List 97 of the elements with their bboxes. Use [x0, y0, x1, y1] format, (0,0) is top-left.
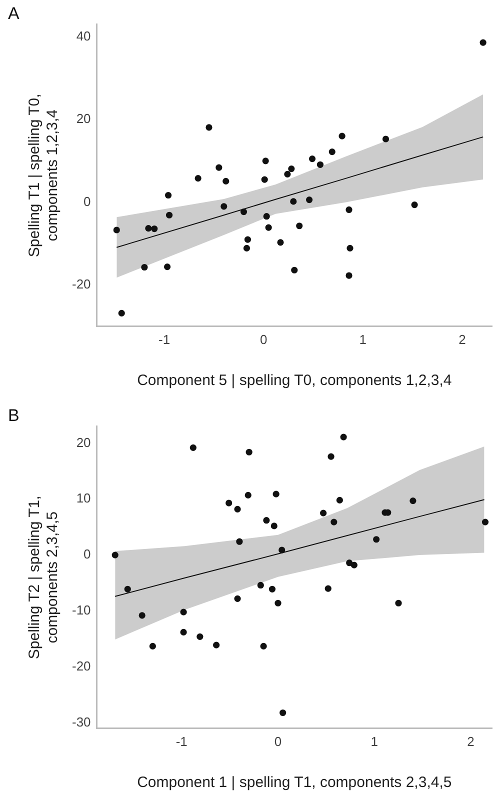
point — [268, 586, 276, 592]
point — [244, 236, 252, 243]
point — [270, 522, 278, 530]
point — [246, 448, 252, 456]
point — [263, 517, 270, 524]
point — [482, 518, 489, 526]
x-tick-label: -1 — [176, 734, 188, 749]
point — [316, 161, 324, 168]
y-tick-label: 20 — [76, 111, 91, 126]
point — [243, 244, 250, 252]
y-axis-title: Spelling T2 | spelling T1, components 2,3,4,5 — [26, 496, 62, 660]
point — [118, 310, 125, 316]
point — [340, 434, 347, 440]
y-axis-title: Spelling T1 | spelling T0, components 1,2,3,4 — [26, 94, 62, 258]
point — [261, 176, 268, 183]
point — [145, 225, 152, 232]
point — [234, 506, 241, 512]
point — [222, 178, 230, 184]
x-tick-label: 2 — [458, 332, 466, 347]
point — [336, 496, 343, 504]
point — [346, 272, 352, 279]
point — [216, 164, 222, 171]
y-tick-label: -20 — [72, 276, 91, 292]
point — [240, 208, 248, 216]
point — [411, 201, 418, 208]
point — [244, 492, 252, 498]
point — [113, 226, 120, 234]
point — [180, 608, 187, 616]
point — [141, 264, 148, 271]
y-tick-label: -10 — [72, 602, 91, 618]
x-axis-title: Component 1 | spelling T1, components 2,3,4,5 — [137, 774, 452, 792]
point — [291, 266, 298, 274]
point — [149, 642, 156, 650]
chart-title: B — [8, 406, 20, 425]
point — [328, 453, 334, 460]
point — [410, 497, 416, 504]
point — [112, 552, 118, 558]
point — [350, 562, 358, 568]
point — [288, 165, 295, 172]
point — [151, 225, 158, 232]
y-tick-label: 0 — [84, 546, 91, 562]
x-tick-label: 0 — [260, 332, 268, 347]
point — [164, 192, 172, 199]
chart-title: A — [8, 4, 20, 23]
point — [234, 595, 241, 602]
y-tick-label: 20 — [76, 434, 91, 450]
point — [196, 633, 204, 640]
point — [296, 222, 303, 230]
point — [308, 156, 316, 162]
point — [480, 39, 486, 46]
point — [382, 136, 390, 142]
y-tick-label: 0 — [84, 194, 91, 209]
point — [138, 612, 146, 619]
point — [236, 538, 243, 545]
point — [306, 196, 313, 204]
point — [213, 642, 220, 648]
point — [257, 582, 264, 589]
x-tick-label: 2 — [467, 734, 474, 749]
y-tick-label: -30 — [72, 714, 91, 730]
point — [220, 203, 228, 210]
y-tick-label: 40 — [76, 28, 91, 44]
point — [280, 709, 286, 716]
point — [180, 628, 187, 636]
point — [164, 264, 171, 270]
point — [395, 600, 402, 606]
x-tick-label: 1 — [359, 332, 367, 347]
point — [190, 444, 196, 451]
point — [277, 239, 284, 246]
point — [278, 546, 286, 554]
point — [373, 536, 380, 543]
point — [226, 500, 232, 506]
point — [284, 170, 291, 178]
point — [324, 585, 332, 592]
point — [265, 224, 272, 231]
point — [338, 132, 346, 140]
point — [206, 124, 212, 131]
y-tick-label: 10 — [76, 490, 91, 506]
point — [330, 518, 338, 526]
point — [328, 148, 336, 156]
point — [274, 600, 282, 606]
point — [166, 212, 173, 218]
point — [124, 586, 131, 592]
point — [346, 206, 352, 214]
point — [263, 213, 270, 220]
x-axis-title: Component 5 | spelling T0, components 1,2,3,4 — [137, 372, 452, 390]
point — [346, 244, 354, 252]
y-tick-label: -20 — [72, 658, 91, 674]
point — [320, 510, 327, 516]
point — [262, 158, 269, 164]
point — [194, 174, 202, 182]
point — [260, 642, 267, 650]
x-tick-label: 0 — [274, 734, 282, 749]
x-tick-label: 1 — [370, 734, 378, 749]
point — [272, 490, 280, 498]
point — [346, 560, 353, 566]
point — [290, 198, 297, 205]
x-tick-label: -1 — [158, 332, 170, 347]
